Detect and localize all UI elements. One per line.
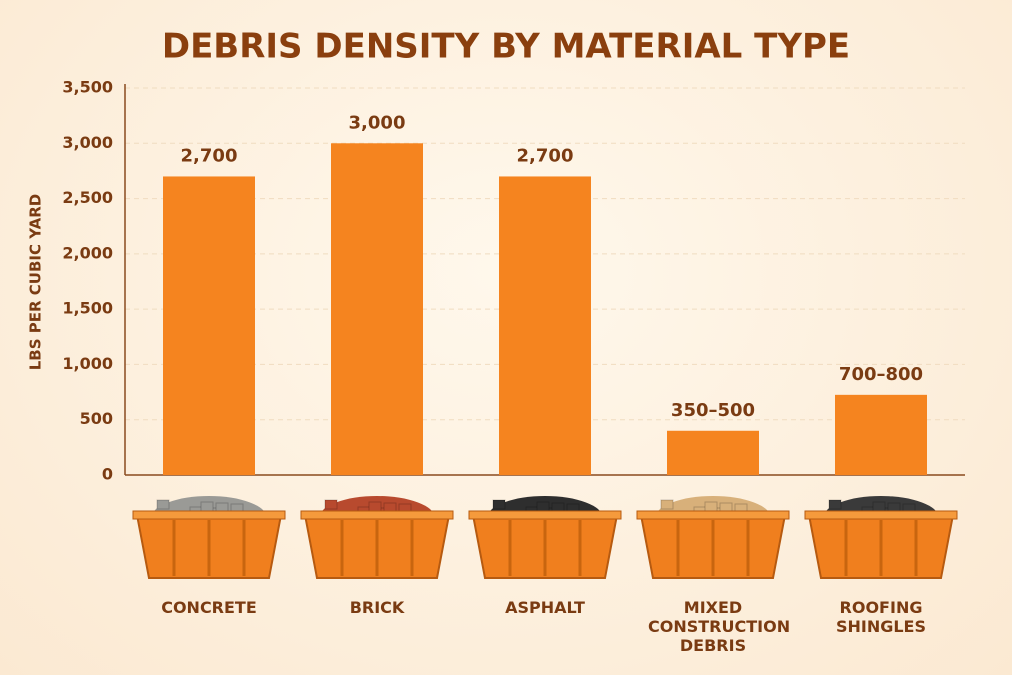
debris-piece	[324, 499, 338, 510]
debris-piece	[368, 501, 382, 512]
dumpster-rim	[132, 510, 286, 520]
debris-piece	[660, 499, 674, 510]
bar	[499, 176, 591, 475]
y-tick-label: 0	[102, 465, 113, 484]
dumpster-icon	[468, 496, 622, 579]
bar	[667, 430, 759, 475]
y-tick-label: 3,000	[62, 133, 113, 152]
value-label: 350–500	[671, 400, 755, 421]
y-tick-label: 2,500	[62, 188, 113, 207]
x-tick-label: ROOFING SHINGLES	[835, 598, 927, 636]
y-tick-label: 1,500	[62, 299, 113, 318]
value-label: 700–800	[839, 364, 923, 385]
debris-piece	[492, 499, 506, 510]
debris-piece	[536, 501, 550, 512]
debris-piece	[156, 499, 170, 510]
y-tick-label: 500	[80, 409, 113, 428]
x-tick-label: CONCRETE	[161, 598, 257, 617]
dumpster-icon	[804, 496, 958, 579]
dumpster-icon	[132, 496, 286, 579]
debris-piece	[704, 501, 718, 512]
chart-title: DEBRIS DENSITY BY MATERIAL TYPE	[162, 27, 850, 67]
dumpster-icon	[300, 496, 454, 579]
y-tick-label: 3,500	[62, 78, 113, 97]
debris-piece	[200, 501, 214, 512]
dumpster-rim	[300, 510, 454, 520]
bar	[835, 394, 927, 475]
y-tick-label: 2,000	[62, 243, 113, 262]
y-tick-label: 1,000	[62, 354, 113, 373]
value-label: 2,700	[517, 145, 574, 166]
dumpster-rim	[636, 510, 790, 520]
x-tick-label: MIXED CONSTRUCTION DEBRIS	[648, 598, 791, 655]
x-tick-label: BRICK	[349, 598, 405, 617]
y-axis-label: LBS PER CUBIC YARD	[27, 194, 45, 371]
debris-piece	[828, 499, 842, 510]
value-label: 3,000	[349, 112, 406, 133]
dumpster-icon	[636, 496, 790, 579]
dumpster-rim	[468, 510, 622, 520]
debris-piece	[872, 501, 886, 512]
bar	[163, 176, 255, 475]
value-label: 2,700	[181, 145, 238, 166]
bar	[331, 143, 423, 476]
x-tick-label: ASPHALT	[505, 598, 585, 617]
dumpster-rim	[804, 510, 958, 520]
